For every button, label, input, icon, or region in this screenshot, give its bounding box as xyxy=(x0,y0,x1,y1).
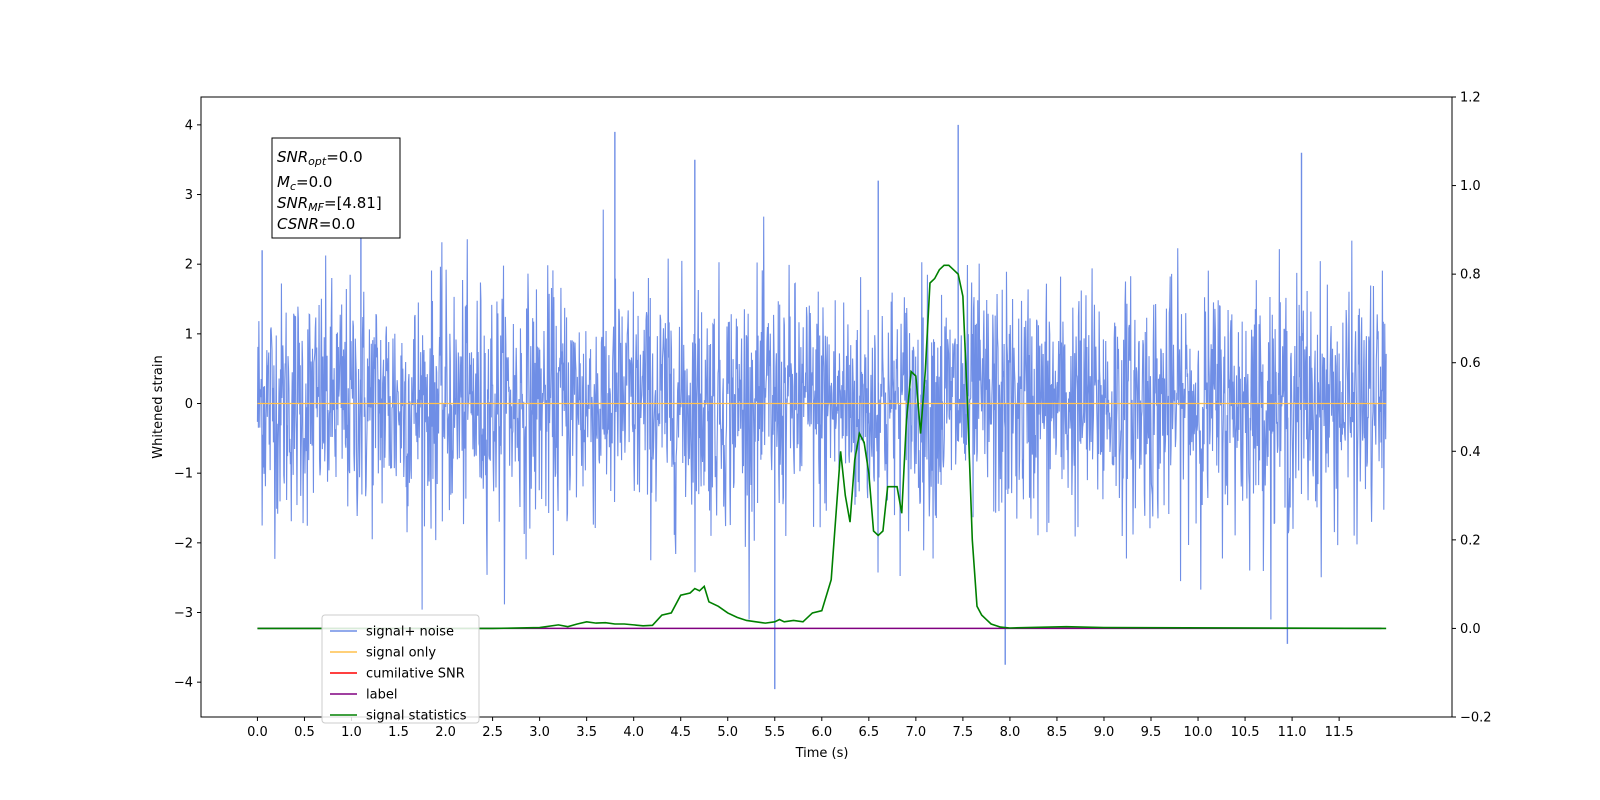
legend-label: signal only xyxy=(366,646,436,661)
mc-value: =0.0 xyxy=(296,173,332,191)
x-tick-label: 2.0 xyxy=(435,725,456,740)
y-tick-label: −4 xyxy=(174,676,193,691)
x-tick-label: 3.5 xyxy=(576,725,597,740)
y-tick-label: −1 xyxy=(174,467,193,482)
svg-text:Mc=0.0: Mc=0.0 xyxy=(277,173,332,193)
x-tick-label: 8.0 xyxy=(1000,725,1021,740)
y-tick-label: 1 xyxy=(185,327,193,342)
axes-frame xyxy=(200,96,1453,718)
y-right-tick-label: 0.4 xyxy=(1460,445,1481,460)
x-tick-label: 4.0 xyxy=(623,725,644,740)
y-right-tick-label: −0.2 xyxy=(1460,711,1492,726)
snr-opt-sub: opt xyxy=(308,155,327,168)
y-tick-label: 0 xyxy=(185,397,193,412)
x-tick-label: 10.0 xyxy=(1184,725,1213,740)
legend-label: signal+ noise xyxy=(366,625,454,640)
svg-text:SNRMF=[4.81]: SNRMF=[4.81] xyxy=(277,194,382,214)
x-tick-label: 3.0 xyxy=(529,725,550,740)
x-tick-label: 7.0 xyxy=(906,725,927,740)
snr-mf-base: SNR xyxy=(277,194,308,212)
svg-text:SNRopt=0.0: SNRopt=0.0 xyxy=(277,148,363,168)
y-right-tick-label: 0.8 xyxy=(1460,268,1481,283)
x-tick-label: 0.5 xyxy=(294,725,315,740)
y-right-tick-label: 1.2 xyxy=(1460,91,1481,106)
svg-text:CSNR=0.0: CSNR=0.0 xyxy=(277,215,355,233)
series-signal-noise xyxy=(256,209,1387,620)
csnr-base: CSNR xyxy=(277,215,319,233)
y-axis-label: Whitened strain xyxy=(151,355,166,458)
x-tick-label: 11.0 xyxy=(1278,725,1307,740)
mc-sub: c xyxy=(290,180,296,193)
x-tick-label: 9.5 xyxy=(1141,725,1162,740)
csnr-value: =0.0 xyxy=(319,215,355,233)
x-tick-label: 10.5 xyxy=(1231,725,1260,740)
x-tick-label: 4.5 xyxy=(670,725,691,740)
snr-opt-value: =0.0 xyxy=(326,148,362,166)
legend-label: label xyxy=(366,688,397,703)
y-right-tick-label: 0.6 xyxy=(1460,356,1481,371)
y-tick-label: 4 xyxy=(185,118,193,133)
y-axis-right: 1.2 1.0 0.8 0.6 0.4 0.2 0.0 −0.2 xyxy=(1452,91,1492,726)
x-tick-label: 0.0 xyxy=(247,725,268,740)
x-tick-label: 6.0 xyxy=(811,725,832,740)
x-tick-label: 11.5 xyxy=(1325,725,1354,740)
x-tick-label: 6.5 xyxy=(858,725,879,740)
x-tick-label: 1.5 xyxy=(388,725,409,740)
mc-base: M xyxy=(277,173,290,191)
snr-mf-sub: MF xyxy=(308,201,324,214)
y-tick-label: 3 xyxy=(185,188,193,203)
x-tick-label: 7.5 xyxy=(953,725,974,740)
y-tick-label: −3 xyxy=(174,606,193,621)
snr-opt-base: SNR xyxy=(277,148,308,166)
y-axis-left: 4 3 2 1 0 −1 −2 −3 −4 xyxy=(174,118,201,691)
legend: signal+ noise signal only cumilative SNR la… xyxy=(321,614,480,724)
x-tick-label: 9.0 xyxy=(1094,725,1115,740)
y-right-tick-label: 0.0 xyxy=(1460,622,1481,637)
x-tick-label: 8.5 xyxy=(1047,725,1068,740)
y-right-tick-label: 0.2 xyxy=(1460,533,1481,548)
x-tick-label: 5.5 xyxy=(764,725,785,740)
snr-mf-value: =[4.81] xyxy=(324,194,382,212)
series-signal-statistics xyxy=(257,264,1387,630)
x-tick-label: 5.0 xyxy=(717,725,738,740)
plot-area xyxy=(256,124,1387,690)
legend-label: signal statistics xyxy=(366,709,467,724)
y-right-tick-label: 1.0 xyxy=(1460,179,1481,194)
y-tick-label: −2 xyxy=(174,536,193,551)
legend-label: cumilative SNR xyxy=(366,667,465,682)
x-axis: 0.0 0.5 1.0 1.5 2.0 2.5 3.0 3.5 4.0 4.5 5.0 5.5 6.0 6… xyxy=(247,717,1354,740)
x-tick-label: 2.5 xyxy=(482,725,503,740)
y-tick-label: 2 xyxy=(185,258,193,273)
x-tick-label: 1.0 xyxy=(341,725,362,740)
stats-annotation: SNRopt=0.0 Mc=0.0 SNRMF=[4.81] CSNR=0.0 xyxy=(271,137,401,239)
x-axis-label: Time (s) xyxy=(795,746,849,761)
